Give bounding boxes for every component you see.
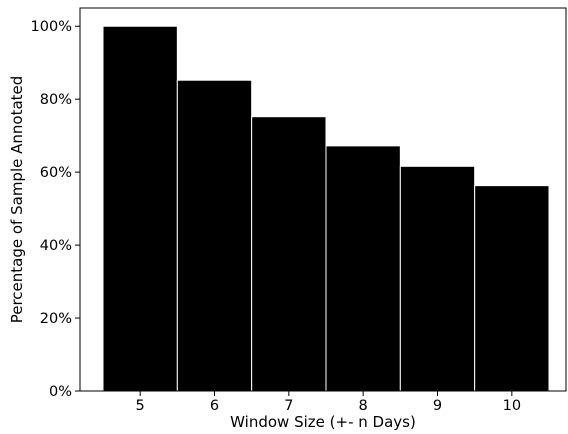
bar-10: [474, 185, 550, 392]
plot-frame: [79, 7, 567, 392]
bar-7: [251, 116, 327, 392]
axes-layer: [79, 7, 567, 392]
x-tick-label: 5: [136, 398, 145, 414]
y-tick-label: 100%: [31, 19, 72, 35]
x-tick-label: 10: [503, 398, 521, 414]
y-tick-label: 20%: [40, 311, 72, 327]
x-tick-label: 7: [284, 398, 293, 414]
x-tick-label: 9: [433, 398, 442, 414]
x-tick-label: 6: [210, 398, 219, 414]
bar-6: [176, 79, 253, 392]
x-axis-title: Window Size (+- n Days): [230, 413, 416, 430]
bars-layer: [102, 25, 550, 392]
y-tick-label: 0%: [49, 384, 72, 400]
bar-8: [325, 145, 401, 392]
y-axis-title: Percentage of Sample Annotated: [8, 76, 26, 324]
y-tick-label: 60%: [40, 165, 72, 181]
y-tick-label: 80%: [40, 92, 72, 108]
x-tick-label: 8: [359, 398, 368, 414]
y-tick-label: 40%: [40, 238, 72, 254]
bar-9: [399, 165, 476, 392]
ticks-layer: 0% 20% 40% 60% 80% 100% 5 6 7 8 9 10: [31, 19, 522, 414]
bar-5: [102, 25, 178, 392]
